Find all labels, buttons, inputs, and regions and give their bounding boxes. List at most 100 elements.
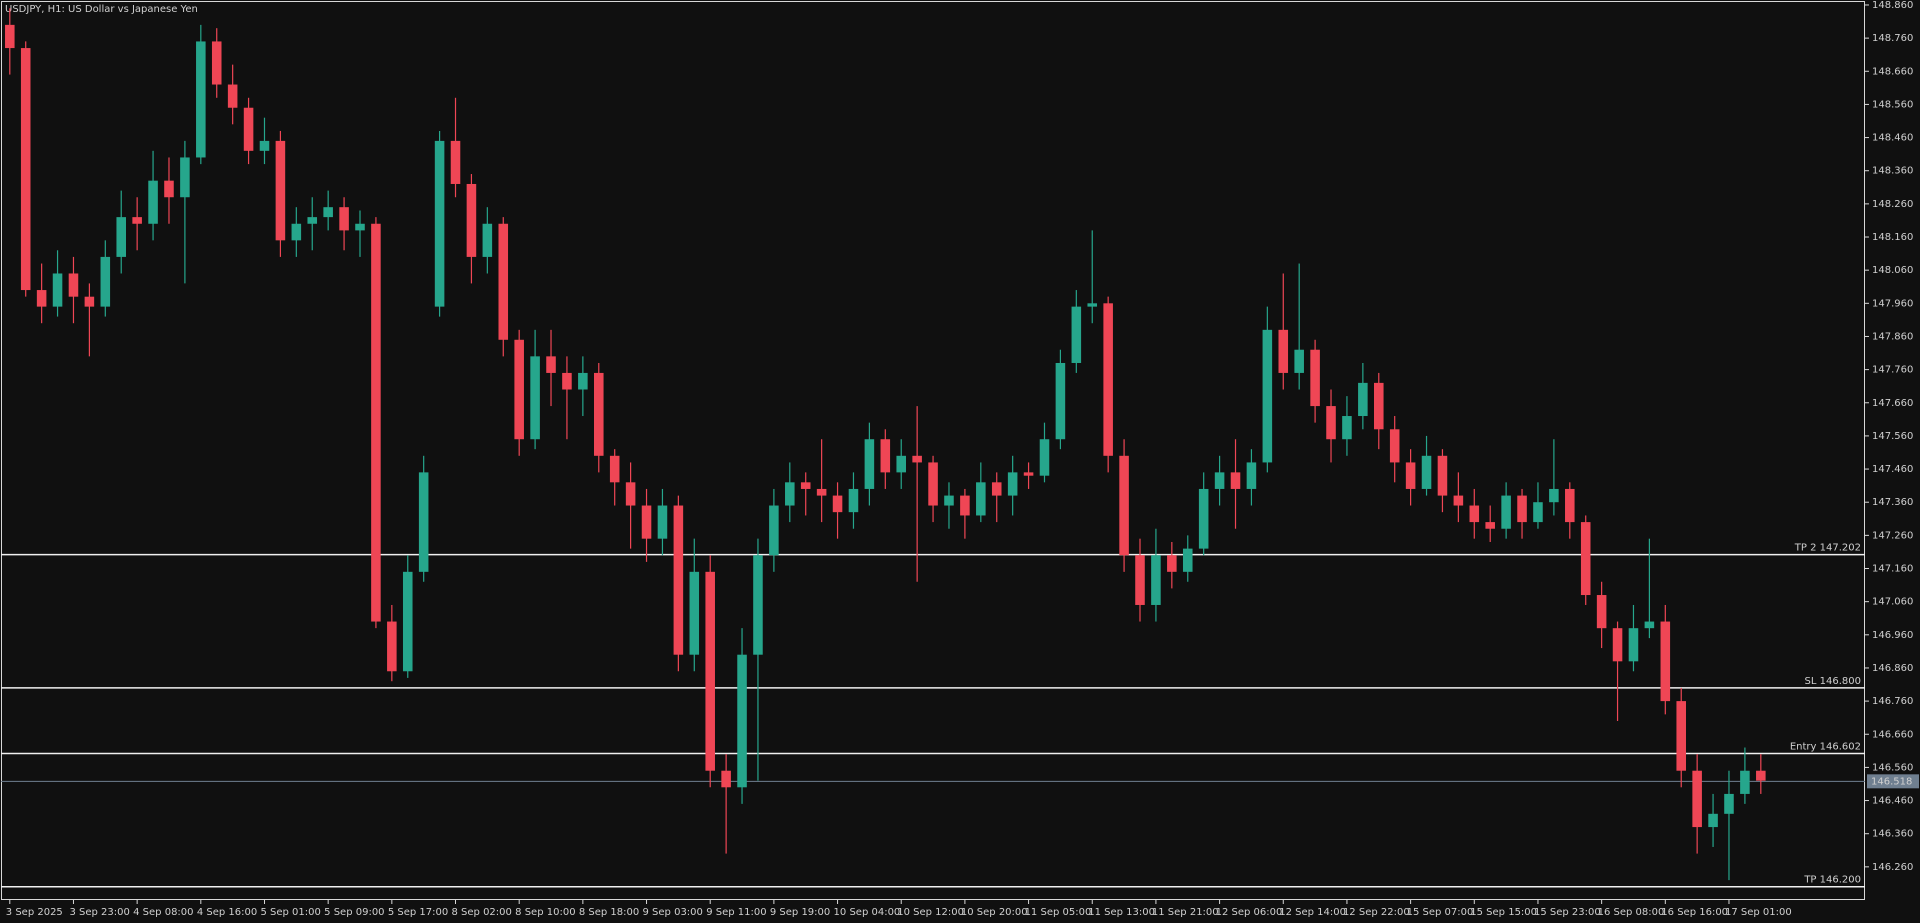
y-tick-label: 147.060 (1872, 597, 1913, 608)
candle-body (1389, 429, 1400, 463)
x-tick-label: 15 Sep 07:00 (1407, 907, 1474, 918)
candle-body (880, 439, 891, 473)
x-tick-label: 3 Sep 2025 (6, 907, 63, 918)
y-tick-label: 146.360 (1872, 829, 1913, 840)
x-tick-label: 8 Sep 18:00 (579, 907, 639, 918)
candle-body (180, 157, 190, 198)
candle-body (466, 183, 477, 257)
candle-body (259, 140, 270, 151)
x-tick-label: 4 Sep 16:00 (197, 907, 257, 918)
candle-body (641, 505, 652, 539)
y-tick-label: 148.560 (1872, 99, 1913, 110)
candle-body (785, 482, 795, 506)
y-tick-label: 147.160 (1872, 564, 1913, 575)
candle-body (578, 372, 588, 390)
candle-body (1549, 488, 1559, 503)
candle-body (546, 356, 556, 373)
x-tick-label: 12 Sep 22:00 (1343, 907, 1410, 918)
candle-body (1660, 621, 1671, 702)
candle-body (482, 223, 493, 257)
candle-body (1214, 472, 1225, 489)
x-tick-label: 10 Sep 20:00 (961, 907, 1028, 918)
candle-body (339, 207, 349, 231)
candle-body (355, 223, 365, 231)
candle-body (1039, 439, 1050, 476)
candle-body (530, 356, 540, 440)
candle-body (1596, 595, 1607, 629)
y-tick-label: 148.660 (1872, 66, 1913, 77)
candle-body (1135, 555, 1145, 605)
y-tick-label: 147.560 (1872, 431, 1913, 442)
y-tick-label: 147.260 (1872, 530, 1913, 541)
y-tick-label: 146.460 (1872, 796, 1913, 807)
y-tick-label: 146.860 (1872, 663, 1913, 674)
x-tick-label: 5 Sep 01:00 (260, 907, 320, 918)
candle-body (912, 455, 922, 463)
candle-body (100, 256, 111, 307)
candle-body (800, 482, 811, 489)
candle-body (896, 455, 906, 473)
x-tick-label: 15 Sep 15:00 (1470, 907, 1537, 918)
candle-body (1262, 329, 1273, 463)
candle-body (1119, 455, 1129, 556)
candle-body (434, 140, 445, 307)
candle-body (84, 296, 95, 307)
candle-body (211, 41, 222, 85)
x-tick-label: 9 Sep 19:00 (770, 907, 830, 918)
candle-body (848, 488, 859, 513)
candle-body (625, 482, 636, 506)
x-tick-label: 5 Sep 17:00 (388, 907, 448, 918)
y-tick-label: 147.860 (1872, 331, 1913, 342)
candle-body (243, 107, 254, 151)
x-tick-label: 12 Sep 06:00 (1216, 907, 1283, 918)
candle-body (514, 339, 524, 440)
candle-body (1374, 382, 1384, 430)
candle-body (1437, 455, 1448, 496)
candle-body (1724, 793, 1734, 814)
candle-body (196, 41, 206, 158)
y-tick-label: 148.060 (1872, 265, 1913, 276)
x-tick-label: 16 Sep 16:00 (1661, 907, 1728, 918)
candle-body (52, 273, 63, 307)
y-tick-label: 146.760 (1872, 696, 1913, 707)
candle-body (1007, 472, 1018, 496)
y-tick-label: 146.560 (1872, 762, 1913, 773)
candle-body (402, 571, 413, 672)
candle-body (1310, 349, 1320, 407)
candle-body (1103, 303, 1113, 456)
candle-body (1644, 621, 1655, 629)
y-tick-label: 147.460 (1872, 464, 1913, 475)
level-label: SL 146.800 (1805, 676, 1861, 687)
y-tick-label: 148.360 (1872, 166, 1913, 177)
candle-body (450, 140, 461, 184)
candle-body (371, 223, 381, 622)
candle-body (1071, 306, 1082, 363)
candle-body (609, 455, 620, 483)
candle-body (1501, 495, 1511, 529)
x-tick-label: 8 Sep 02:00 (452, 907, 512, 918)
y-tick-label: 148.760 (1872, 33, 1913, 44)
candle-body (227, 84, 238, 108)
x-tick-label: 4 Sep 08:00 (133, 907, 193, 918)
candle-body (689, 571, 700, 655)
candle-body (498, 223, 509, 340)
candle-body (1740, 770, 1750, 794)
bid-box (1867, 774, 1919, 789)
candle-body (976, 482, 986, 516)
candle-body (705, 571, 715, 771)
y-tick-label: 146.260 (1872, 862, 1913, 873)
candle-body (1358, 382, 1368, 417)
candle-body (387, 621, 397, 672)
candle-body (753, 555, 763, 655)
candle-body (1294, 349, 1304, 373)
y-tick-label: 147.760 (1872, 365, 1913, 376)
y-tick-label: 147.360 (1872, 497, 1913, 508)
candle-body (1151, 555, 1161, 605)
x-tick-label: 11 Sep 05:00 (1025, 907, 1092, 918)
candle-body (944, 495, 954, 506)
candle-body (1708, 813, 1718, 828)
candle-body (816, 488, 827, 496)
x-tick-label: 10 Sep 12:00 (897, 907, 964, 918)
